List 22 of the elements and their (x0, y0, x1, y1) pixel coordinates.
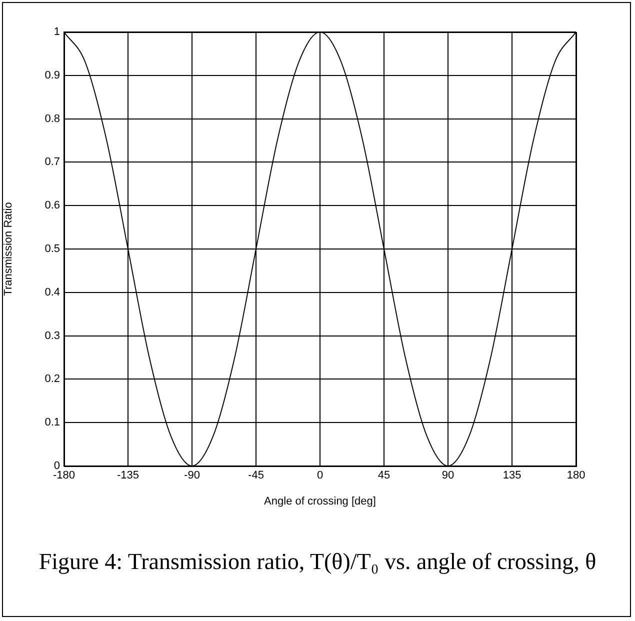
x-tick-label: -45 (248, 470, 264, 482)
y-tick-label: 0.6 (44, 200, 60, 212)
y-tick-label: 0.5 (44, 243, 60, 256)
x-tick-label: -180 (52, 470, 76, 482)
text: Figure 4: Transmission ratio, T(θ)/T₀ vs. angle of crossing, θ (38, 548, 598, 576)
x-tick-label: 135 (502, 470, 522, 482)
x-tick-label: -135 (116, 470, 140, 482)
y-tick-label: 0.9 (44, 69, 60, 82)
x-tick-label: -90 (184, 470, 200, 482)
y-tick-label: 0.7 (44, 156, 60, 168)
y-tick-label: 0.8 (44, 112, 60, 125)
y-axis-title: Transmission Ratio (2, 202, 15, 296)
y-tick-label: 0.4 (44, 286, 60, 298)
x-tick-label: 180 (566, 470, 586, 482)
y-tick-label: 0.1 (44, 416, 60, 429)
x-axis-title: Angle of crossing [deg] (264, 495, 376, 508)
x-tick-label: 0 (316, 470, 324, 482)
x-tick-label: 45 (378, 470, 390, 482)
y-tick-label: 0.2 (44, 373, 60, 386)
y-tick-label: 1 (54, 26, 60, 38)
x-tick-label: 90 (442, 470, 454, 482)
y-tick-label: 0.3 (44, 330, 60, 342)
